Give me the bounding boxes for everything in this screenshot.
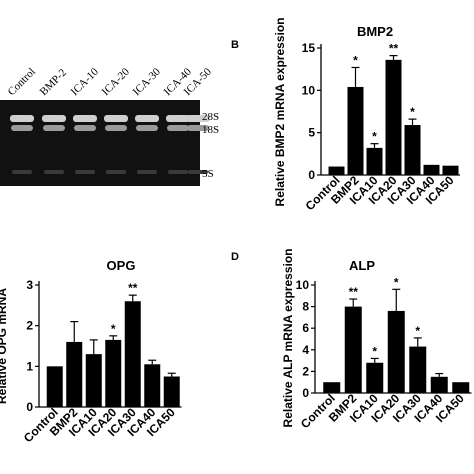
bar	[385, 59, 402, 175]
gel-band-5s	[106, 170, 126, 174]
gel-band-5s	[44, 170, 64, 174]
gel-band-5s	[168, 170, 188, 174]
panel-label-d: D	[231, 251, 239, 263]
y-tick-label: 0	[302, 386, 309, 400]
bar	[442, 165, 459, 175]
chart-title: ALP	[349, 258, 375, 273]
significance-marker: **	[349, 285, 359, 299]
gel-band-18s	[187, 125, 209, 131]
y-axis-label: Relative ALP mRNA expression	[281, 249, 295, 428]
gel-lane-label: ICA-10	[69, 66, 102, 99]
bar	[46, 366, 63, 407]
gel-panel: Control BMP-2 ICA-10ICA-20ICA-30ICA-40ICA-…	[0, 66, 219, 186]
gel-band-18s	[74, 125, 96, 131]
y-tick-label: 3	[26, 278, 33, 292]
gel-band-28s	[186, 115, 210, 122]
bar	[124, 301, 141, 407]
gel-marker-label: 28S	[202, 111, 219, 123]
bar	[347, 86, 364, 175]
y-tick-label: 4	[302, 343, 309, 357]
y-tick-label: 6	[302, 321, 309, 335]
significance-marker: *	[410, 105, 415, 119]
gel-band-5s	[188, 170, 208, 174]
gel-band-28s	[104, 115, 128, 122]
bar	[404, 125, 421, 175]
bar	[163, 376, 180, 407]
significance-marker: *	[353, 53, 358, 67]
y-tick-label: 10	[302, 83, 316, 97]
bar	[66, 341, 83, 407]
gel-band-18s	[136, 125, 158, 131]
y-tick-label: 8	[302, 300, 309, 314]
y-tick-label: 10	[296, 278, 310, 292]
gel-marker-label: 5S	[202, 168, 214, 180]
bmp2-chart: B BMP2 Relative BMP2 mRNA expression 0 5 1…	[231, 18, 460, 213]
bar	[423, 164, 440, 175]
bar	[144, 364, 161, 407]
gel-lane-label: ICA-30	[131, 66, 164, 99]
gel-lane-labels: Control BMP-2 ICA-10ICA-20ICA-30ICA-40ICA-…	[6, 66, 215, 99]
y-tick-label: 0	[26, 400, 33, 414]
plot-area: 051015Control*BMP2*ICA10**ICA20*ICA30ICA…	[302, 41, 460, 213]
y-tick-label: 1	[26, 359, 33, 373]
alp-chart: D ALP Relative ALP mRNA expression 0 2 4 6 8…	[231, 249, 472, 431]
gel-band-28s	[73, 115, 97, 122]
bar	[344, 306, 362, 393]
gel-bands	[10, 115, 210, 174]
y-tick-label: 5	[308, 126, 315, 140]
gel-band-28s	[166, 115, 190, 122]
gel-image	[0, 100, 200, 186]
significance-marker: *	[372, 130, 377, 144]
bar	[105, 339, 122, 407]
bar	[387, 310, 405, 393]
significance-marker: **	[128, 281, 138, 295]
bar	[430, 376, 448, 393]
y-axis-label: Relative OPG mRNA	[0, 288, 9, 404]
bar	[323, 382, 341, 393]
y-tick-label: 15	[302, 41, 316, 55]
bar	[328, 166, 345, 175]
plot-area: 0123ControlBMP2ICA10*ICA20**ICA30ICA40IC…	[21, 278, 182, 445]
gel-band-18s	[167, 125, 189, 131]
gel-band-18s	[105, 125, 127, 131]
opg-chart: OPG Relative OPG mRNA 0123ControlBMP2ICA…	[0, 258, 182, 445]
significance-marker: *	[111, 322, 116, 336]
chart-title: BMP2	[357, 24, 393, 39]
chart-title: OPG	[107, 258, 136, 273]
gel-marker-label: 18S	[202, 124, 219, 136]
bar	[85, 354, 102, 407]
gel-band-5s	[75, 170, 95, 174]
y-tick-label: 2	[302, 364, 309, 378]
gel-band-28s	[10, 115, 34, 122]
gel-band-5s	[12, 170, 32, 174]
gel-band-5s	[137, 170, 157, 174]
bar	[366, 362, 384, 393]
significance-marker: **	[389, 42, 399, 56]
significance-marker: *	[415, 324, 420, 338]
gel-lane-label: Control	[6, 66, 38, 98]
y-axis-label: Relative BMP2 mRNA expression	[273, 18, 287, 207]
gel-band-28s	[42, 115, 66, 122]
bar	[409, 346, 427, 393]
bar	[452, 382, 470, 393]
bar	[366, 147, 383, 175]
significance-marker: *	[394, 275, 399, 289]
gel-lane-label: BMP-2	[38, 67, 69, 98]
gel-band-28s	[135, 115, 159, 122]
plot-area: 0246810Control**BMP2*ICA10*ICA20*ICA30IC…	[296, 275, 472, 431]
y-tick-label: 0	[308, 168, 315, 182]
gel-lane-label: ICA-20	[100, 66, 133, 99]
y-tick-label: 2	[26, 319, 33, 333]
significance-marker: *	[372, 344, 377, 358]
gel-band-18s	[43, 125, 65, 131]
gel-band-18s	[11, 125, 33, 131]
panel-label-b: B	[231, 39, 239, 51]
